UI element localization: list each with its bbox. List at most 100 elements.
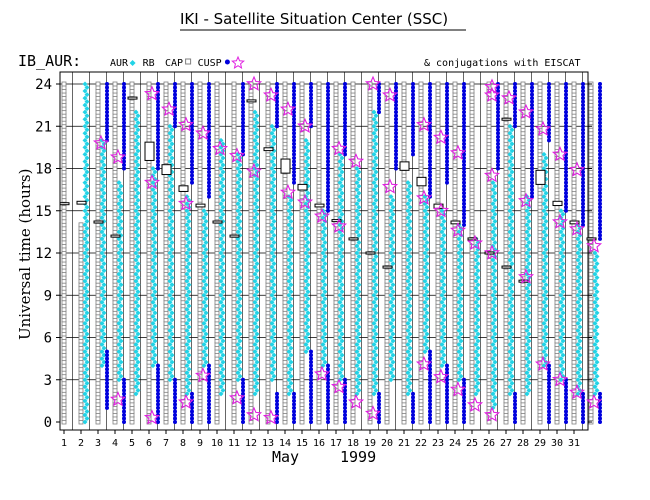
cusp-point — [105, 398, 109, 403]
aur-point — [118, 373, 124, 379]
aur-point — [169, 176, 175, 182]
aur-point — [167, 187, 173, 193]
cusp-point — [326, 103, 330, 108]
aur-point — [99, 306, 105, 312]
cusp-point — [241, 89, 245, 94]
cusp-point — [309, 377, 313, 382]
cusp-point — [411, 398, 415, 403]
aur-point — [167, 271, 173, 277]
cusp-point — [309, 106, 313, 111]
cusp-point — [156, 138, 160, 143]
cusp-point — [122, 405, 126, 410]
cusp-point — [326, 148, 330, 153]
aur-point — [184, 299, 190, 305]
cusp-point — [496, 106, 500, 111]
aur-point — [150, 166, 156, 171]
cusp-point — [190, 113, 194, 118]
cusp-point — [496, 127, 500, 132]
aur-point — [133, 299, 139, 305]
aur-point — [82, 130, 88, 136]
aur-point — [152, 296, 158, 302]
cusp-point — [309, 398, 313, 403]
aur-point — [135, 197, 141, 203]
aur-point — [169, 211, 175, 217]
cap-point — [452, 81, 458, 87]
aur-point — [169, 141, 175, 147]
cusp-point — [326, 184, 330, 189]
cusp-point — [309, 370, 313, 375]
aur-point — [135, 254, 141, 260]
cusp-point — [326, 117, 330, 122]
cusp-point — [428, 103, 432, 108]
cusp-point — [190, 173, 194, 178]
aur-point — [150, 285, 156, 291]
aur-point — [184, 264, 190, 270]
cusp-point — [173, 420, 177, 424]
cusp-point — [445, 117, 449, 122]
aur-point — [84, 338, 90, 344]
cusp-point — [445, 99, 449, 104]
cusp-point — [462, 131, 466, 136]
cusp-point — [428, 177, 432, 182]
cusp-point — [428, 166, 432, 171]
cusp-point — [462, 398, 466, 403]
aur-point — [82, 278, 88, 284]
aur-point — [133, 222, 139, 228]
cusp-point — [241, 409, 245, 414]
cusp-point — [105, 395, 109, 400]
cusp-point — [292, 145, 296, 150]
aur-point — [133, 229, 139, 235]
cap-point — [350, 81, 356, 87]
aur-point — [203, 246, 209, 252]
conjugation-star — [177, 393, 195, 410]
aur-point — [169, 352, 175, 358]
conjugation-star — [177, 195, 195, 211]
cusp-point — [173, 384, 177, 389]
aur-point — [101, 169, 107, 175]
cusp-point — [445, 106, 449, 111]
cusp-point — [326, 120, 330, 125]
aur-point — [167, 306, 173, 312]
cusp-point — [292, 170, 296, 175]
cusp-point — [207, 405, 211, 410]
aur-point — [133, 342, 139, 348]
aur-point — [201, 327, 207, 333]
cusp-point — [122, 92, 126, 97]
aur-point — [135, 141, 141, 147]
aur-point — [82, 320, 88, 326]
aur-point — [82, 173, 88, 179]
cusp-point — [394, 113, 398, 118]
cusp-point — [122, 106, 126, 111]
cusp-point — [326, 416, 330, 421]
cap-point — [146, 81, 152, 87]
cusp-point — [122, 124, 126, 129]
cusp-point — [394, 159, 398, 164]
aur-point — [167, 370, 173, 376]
aur-point — [82, 349, 88, 355]
cusp-point — [122, 85, 126, 90]
cusp-point — [411, 127, 415, 132]
cusp-point — [343, 85, 347, 90]
cusp-point — [105, 85, 109, 90]
cusp-point — [428, 353, 432, 358]
cusp-point — [292, 96, 296, 101]
cap-point — [282, 81, 288, 87]
aur-point — [101, 162, 107, 168]
cusp-point — [411, 85, 415, 90]
cap-point — [180, 81, 186, 87]
aur-point — [118, 331, 124, 337]
aur-point — [152, 317, 158, 323]
aur-point — [167, 292, 173, 298]
aur-point — [118, 352, 124, 358]
aur-point — [169, 268, 175, 274]
aur-point — [135, 120, 141, 126]
cusp-point — [445, 155, 449, 160]
cusp-point — [309, 420, 313, 424]
cusp-point — [343, 134, 347, 139]
aur-point — [186, 275, 192, 281]
cusp-point — [105, 374, 109, 379]
cusp-point — [156, 159, 160, 164]
rb-boundary — [297, 183, 308, 191]
aur-point — [116, 222, 122, 228]
cusp-point — [207, 120, 211, 125]
